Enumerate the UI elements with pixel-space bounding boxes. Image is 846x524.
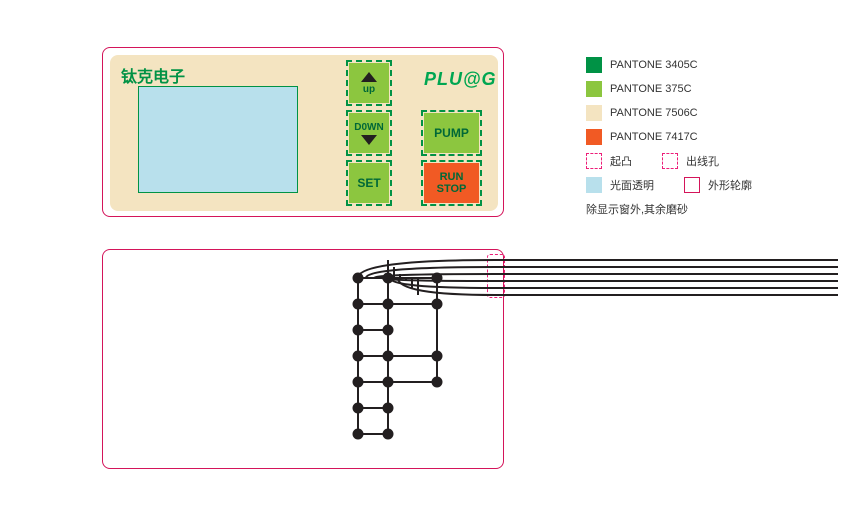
circuit-traces	[0, 0, 846, 524]
